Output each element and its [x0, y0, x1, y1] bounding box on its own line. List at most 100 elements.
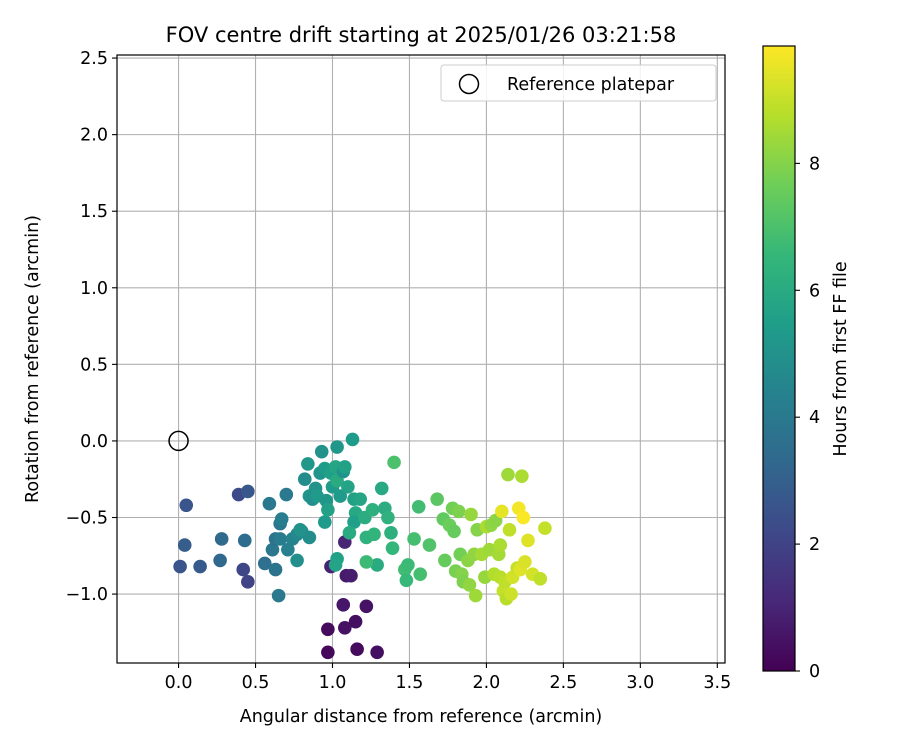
data-point — [384, 526, 398, 540]
data-point — [179, 498, 194, 513]
data-point — [279, 487, 294, 502]
colorbar-tick-label: 6 — [809, 281, 820, 301]
data-point — [493, 538, 508, 552]
colorbar-tick-label: 8 — [809, 154, 820, 174]
data-point — [359, 599, 374, 614]
data-point — [336, 598, 351, 612]
data-point — [516, 510, 531, 525]
colorbar-tick-label: 2 — [809, 535, 820, 555]
data-point — [345, 432, 360, 447]
colorbar-label: Hours from first FF file — [831, 261, 851, 456]
data-point — [374, 481, 389, 496]
grid-lines — [117, 55, 725, 663]
data-point — [401, 558, 415, 572]
x-tick-label: 3.0 — [626, 673, 654, 693]
x-tick-label: 0.0 — [165, 673, 193, 693]
legend-marker-icon — [458, 73, 480, 95]
x-tick-label: 0.5 — [242, 673, 270, 693]
data-point — [451, 504, 466, 519]
data-point — [411, 499, 426, 514]
data-point — [317, 515, 332, 529]
data-point — [533, 571, 548, 586]
data-point — [464, 507, 478, 522]
data-point — [173, 559, 187, 574]
colorbar-tick-label: 4 — [809, 408, 820, 428]
legend-box — [440, 64, 717, 102]
data-point — [338, 460, 352, 474]
data-point — [314, 444, 329, 459]
data-point — [385, 541, 400, 555]
data-point — [407, 532, 421, 546]
colorbar: 0 2 4 6 8 Hours from first FF file — [762, 45, 851, 682]
data-point — [344, 568, 358, 583]
data-point — [241, 484, 255, 499]
x-tick-label: 2.5 — [549, 673, 577, 693]
y-axis-ticks: −1.0 −0.5 0.0 0.5 1.0 1.5 2.0 2.5 — [66, 49, 117, 605]
data-point — [370, 558, 384, 572]
y-tick-label: 2.0 — [80, 126, 108, 146]
y-tick-label: 2.5 — [80, 49, 108, 69]
plot-area: 0.0 0.5 1.0 1.5 2.0 2.5 3.0 3.5 −1.0 −0.5 0.0 0.5 1… — [66, 49, 732, 693]
data-point — [281, 542, 295, 557]
data-point — [359, 555, 374, 569]
data-point — [177, 538, 192, 552]
data-point — [341, 480, 355, 494]
data-point — [214, 532, 229, 546]
data-point — [268, 562, 283, 577]
data-point — [237, 533, 252, 548]
x-axis-label: Angular distance from reference (arcmin) — [240, 707, 603, 727]
data-point — [213, 553, 227, 568]
y-tick-label: 0.0 — [80, 432, 108, 452]
chart-title: FOV centre drift starting at 2025/01/26 … — [166, 23, 677, 47]
y-tick-label: 1.0 — [80, 279, 108, 299]
colorbar-gradient — [762, 45, 796, 672]
data-point — [538, 521, 552, 536]
data-point — [342, 526, 357, 540]
data-point — [495, 504, 509, 519]
y-tick-label: −0.5 — [66, 509, 109, 529]
x-tick-label: 2.0 — [472, 673, 500, 693]
data-point — [381, 510, 395, 525]
data-point — [515, 469, 529, 483]
data-point — [273, 532, 287, 546]
y-axis-label: Rotation from reference (arcmin) — [23, 215, 43, 503]
data-point — [321, 622, 335, 637]
data-point — [262, 496, 277, 511]
data-point — [328, 558, 343, 572]
x-tick-label: 3.5 — [703, 673, 731, 693]
data-point — [265, 542, 280, 557]
data-point — [502, 522, 517, 537]
data-point — [353, 492, 368, 506]
plot-frame — [116, 54, 726, 664]
colorbar-tick-label: 0 — [809, 662, 820, 682]
x-axis-ticks: 0.0 0.5 1.0 1.5 2.0 2.5 3.0 3.5 — [165, 663, 731, 693]
data-point — [350, 642, 364, 657]
data-point — [504, 587, 518, 601]
data-point — [447, 524, 461, 539]
data-point — [297, 472, 312, 487]
data-point — [333, 489, 347, 503]
data-point — [367, 527, 381, 542]
legend: Reference platepar — [440, 64, 717, 102]
data-point — [257, 556, 272, 571]
data-point — [293, 522, 307, 537]
data-point — [321, 645, 335, 660]
data-point — [347, 515, 361, 529]
data-point — [193, 559, 207, 574]
colorbar-ticks: 0 2 4 6 8 — [795, 154, 820, 682]
data-point — [348, 614, 363, 629]
data-point — [338, 620, 352, 635]
data-point — [413, 567, 428, 581]
data-point — [274, 512, 289, 526]
data-point — [330, 440, 344, 454]
data-point — [271, 588, 286, 603]
data-point — [422, 538, 437, 552]
data-point — [301, 457, 315, 471]
data-point — [501, 467, 515, 482]
x-tick-label: 1.0 — [319, 673, 347, 693]
scatter-points — [173, 432, 552, 660]
data-point — [468, 588, 483, 603]
data-point — [365, 503, 380, 517]
reference-platepar-marker — [168, 430, 189, 452]
